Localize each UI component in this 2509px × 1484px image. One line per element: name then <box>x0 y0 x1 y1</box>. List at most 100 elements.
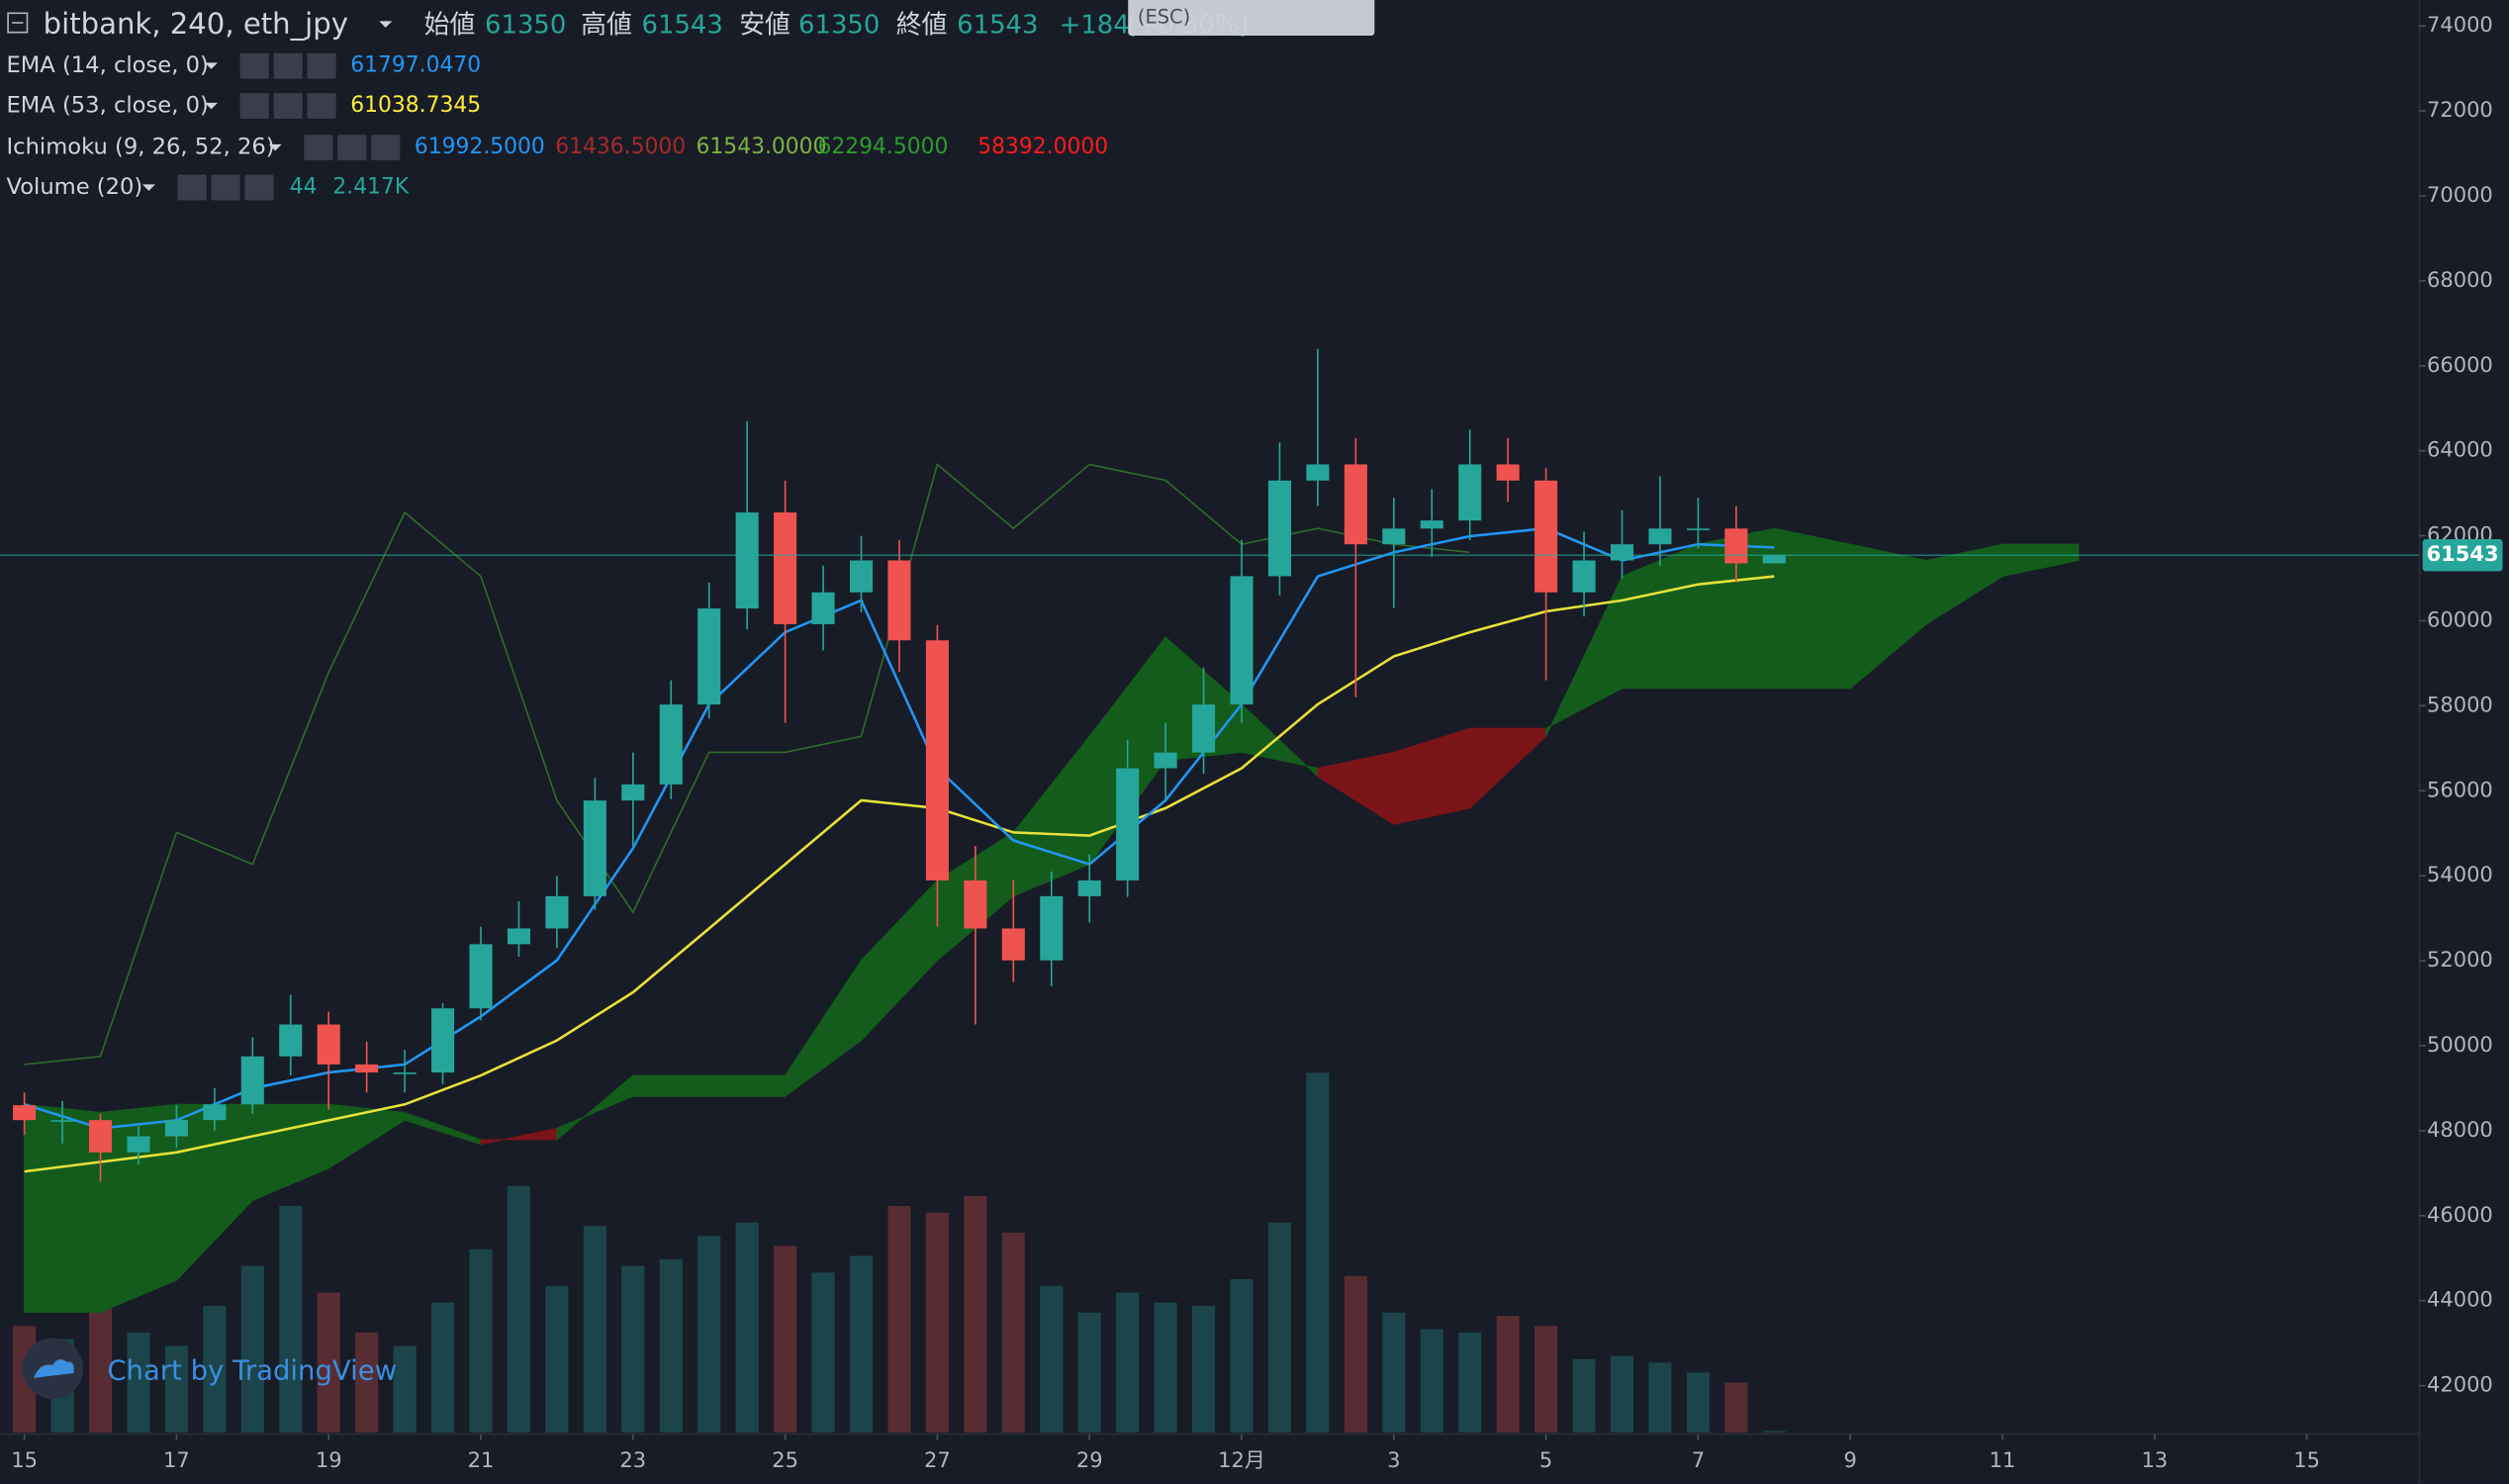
volume-bar <box>1610 1355 1634 1433</box>
indicator-value: 61797.0470 <box>350 53 481 78</box>
watermark: Chart by TradingView <box>22 1338 397 1399</box>
x-tick-label: 12月 <box>1218 1447 1265 1472</box>
volume-bar <box>697 1236 721 1433</box>
indicator-icon[interactable] <box>273 93 303 120</box>
volume-bar <box>887 1205 911 1433</box>
x-tick-label: 17 <box>163 1447 190 1472</box>
ohlc-value: 61350 <box>485 11 566 41</box>
y-tick-label: 46000 <box>2427 1202 2493 1227</box>
indicator-icon[interactable] <box>307 52 336 79</box>
candle-body <box>279 1024 303 1057</box>
candle-body <box>164 1120 188 1137</box>
candle-body <box>203 1104 227 1121</box>
x-tick-label: 19 <box>316 1447 342 1472</box>
candle-body <box>393 1072 417 1074</box>
indicator-icon[interactable] <box>177 174 207 201</box>
candle-body <box>1496 464 1520 481</box>
candle-body <box>1724 528 1748 564</box>
x-tick-label: 13 <box>2141 1447 2168 1472</box>
lagging-span <box>24 462 1470 1066</box>
volume-bar <box>1116 1292 1140 1433</box>
indicator-icon[interactable] <box>337 135 367 161</box>
volume-bar <box>164 1345 188 1433</box>
volume-bar <box>1420 1329 1443 1433</box>
ohlc-value: 61543 <box>957 11 1038 41</box>
y-tick-label: 66000 <box>2427 352 2493 377</box>
x-tick-label: 3 <box>1387 1447 1400 1472</box>
collapse-icon[interactable] <box>7 12 29 34</box>
header: bitbank, 240, eth_jpy 始値 61350 高値 61543 … <box>7 0 1375 41</box>
indicator-dropdown[interactable] <box>268 143 282 151</box>
candle-body <box>1534 480 1558 593</box>
indicator-name: EMA (53, close, 0) <box>6 93 208 119</box>
candle-body <box>1040 895 1064 961</box>
candle-body <box>127 1136 150 1153</box>
ohlc-change: +184 <box>1060 11 1130 41</box>
indicator-dropdown[interactable] <box>141 184 155 191</box>
volume-bar <box>1267 1222 1291 1433</box>
candle-body <box>1306 464 1330 481</box>
indicator-value: 61543.0000 <box>697 135 827 159</box>
ohlc-label: 終値 <box>896 11 948 41</box>
indicator-dropdown[interactable] <box>205 102 218 110</box>
candle-body <box>1382 528 1406 545</box>
x-tick-label: 7 <box>1692 1447 1705 1472</box>
volume-bar <box>507 1185 530 1433</box>
indicator-name: EMA (14, close, 0) <box>6 52 208 78</box>
ohlc-label: 高値 <box>581 11 632 41</box>
y-tick-label: 56000 <box>2427 777 2493 801</box>
indicator-icon[interactable] <box>239 93 269 120</box>
volume-bar <box>849 1255 874 1433</box>
indicator-legend: EMA (14, close, 0) 61797.0470 EMA (53, clo… <box>6 52 1108 201</box>
volume-bar <box>127 1332 150 1433</box>
indicator-icon[interactable] <box>211 174 240 201</box>
volume-bar <box>545 1285 569 1433</box>
candle-body <box>697 608 721 705</box>
candle-body <box>317 1024 340 1065</box>
indicator-icon[interactable] <box>273 52 303 79</box>
volume-bar <box>469 1249 493 1433</box>
volume-bar <box>1382 1312 1406 1433</box>
candle-body <box>13 1105 37 1121</box>
indicator-icon[interactable] <box>304 135 333 161</box>
volume-layer <box>13 1072 1786 1433</box>
candle-body <box>1116 768 1140 881</box>
indicator-value: 61038.7345 <box>350 93 481 118</box>
volume-bar <box>1001 1232 1025 1433</box>
y-tick-label: 70000 <box>2427 182 2493 207</box>
x-tick-label: 23 <box>619 1447 646 1472</box>
indicator-icon[interactable] <box>307 93 336 120</box>
last-price-label: 61543 <box>2427 541 2499 566</box>
volume-bar <box>621 1265 645 1433</box>
symbol-dropdown[interactable] <box>379 21 393 28</box>
ohlc-label: 安値 <box>739 11 790 41</box>
candle-body <box>849 560 874 593</box>
volume-bar <box>1040 1285 1064 1433</box>
indicator-value: 2.417K <box>332 175 409 200</box>
volume-bar <box>1154 1302 1177 1433</box>
candle-body <box>355 1064 379 1073</box>
candle-body <box>659 704 683 785</box>
watermark-text[interactable]: Chart by TradingView <box>107 1354 397 1386</box>
volume-bar <box>1496 1316 1520 1433</box>
volume-bar <box>1458 1332 1482 1433</box>
y-tick-label: 44000 <box>2427 1287 2493 1312</box>
symbol[interactable]: bitbank, 240, eth_jpy <box>44 7 348 41</box>
volume-bar <box>583 1226 606 1433</box>
volume-bar <box>355 1332 379 1433</box>
watermark-cloud <box>33 1359 74 1378</box>
candle-body <box>1230 576 1254 705</box>
candle-body <box>1192 704 1216 753</box>
indicator-dropdown[interactable] <box>205 62 218 69</box>
indicator-icon[interactable] <box>239 52 269 79</box>
indicator-value: 61992.5000 <box>415 135 545 159</box>
volume-bar <box>1572 1358 1596 1433</box>
indicator-value: 44 <box>290 175 318 200</box>
candle-body <box>925 640 949 881</box>
indicator-icon[interactable] <box>244 174 274 201</box>
volume-bar <box>317 1292 340 1433</box>
axes-layer: 4200044000460004800050000520005400056000… <box>11 12 2503 1472</box>
indicator-icon[interactable] <box>371 135 401 161</box>
volume-bar <box>88 1282 113 1433</box>
indicator-value: 61436.5000 <box>555 135 686 159</box>
